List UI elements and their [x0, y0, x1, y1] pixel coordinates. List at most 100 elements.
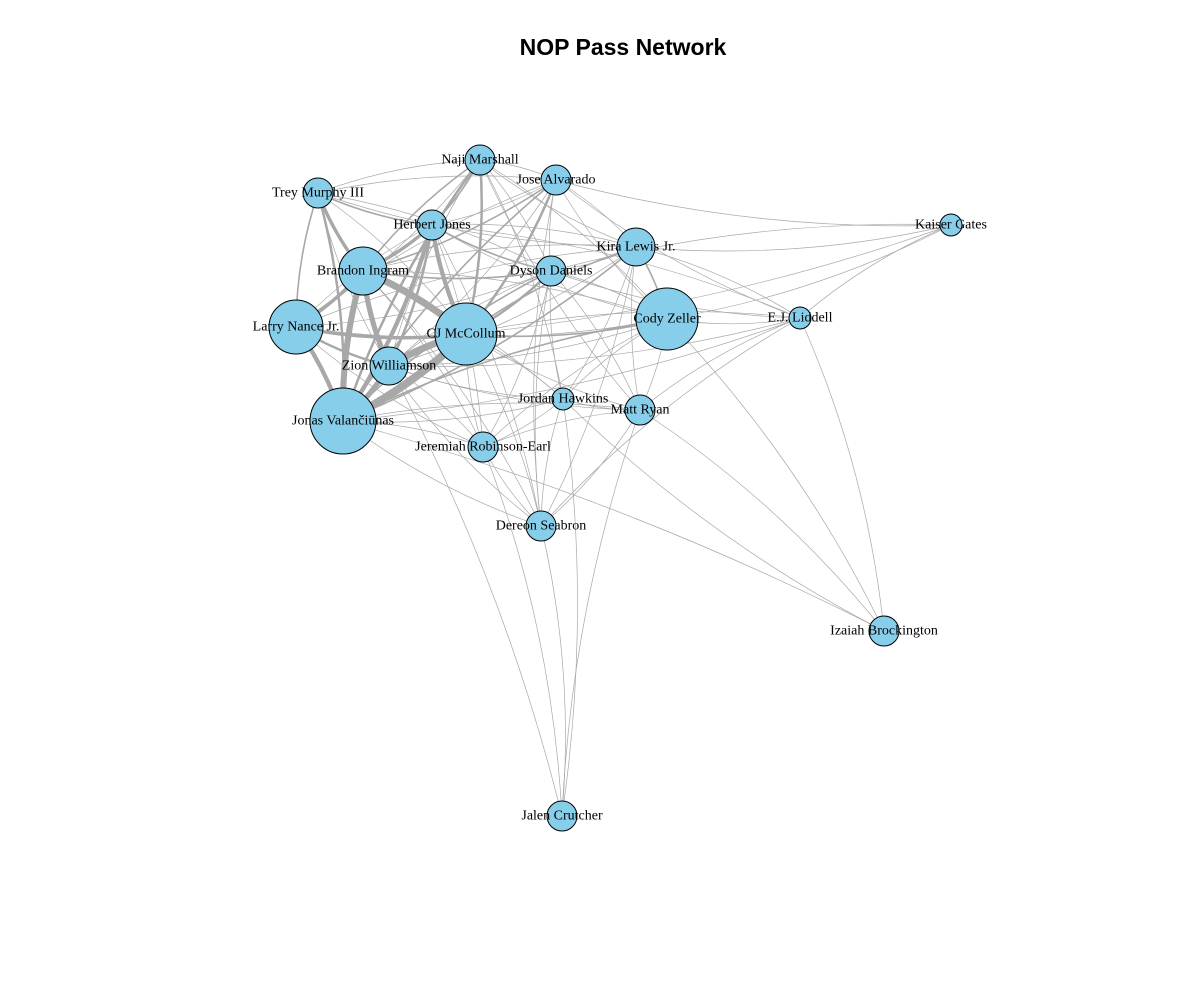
edge-cody-jeremiah — [482, 318, 668, 448]
edge-matt-dereon — [540, 409, 641, 527]
node-layer — [268, 144, 963, 832]
node-label-izaiah: Izaiah Brockington — [830, 624, 938, 639]
node-label-jonas: Jonas Valančiūnas — [292, 414, 394, 429]
node-label-larry: Larry Nance Jr. — [253, 320, 340, 335]
node-cj — [434, 302, 498, 366]
node-label-jordan: Jordan Hawkins — [518, 392, 609, 407]
edge-jordan-dereon — [540, 398, 564, 527]
edge-jose-larry — [295, 179, 557, 328]
node-label-jeremiah: Jeremiah Robinson-Earl — [415, 440, 551, 455]
edge-izaiah-ej — [799, 317, 885, 632]
chart-title: NOP Pass Network — [519, 34, 727, 60]
node-label-jose: Jose Alvarado — [517, 173, 596, 188]
edge-matt-zion — [388, 365, 641, 411]
edge-jeremiah-brandon — [362, 270, 484, 448]
node-dyson — [535, 255, 567, 287]
node-jeremiah — [467, 431, 499, 463]
edge-cody-zion — [388, 318, 668, 367]
edge-jose-zion — [388, 179, 557, 367]
edge-dyson-matt — [550, 270, 641, 411]
edge-matt-jalen — [561, 409, 641, 817]
edge-dyson-larry — [295, 270, 552, 328]
node-herb — [416, 209, 448, 241]
edge-izaiah-jordan — [562, 398, 885, 632]
edge-jonas-jose — [342, 179, 557, 422]
node-ej — [788, 306, 812, 330]
edge-jordan-naji — [479, 159, 564, 400]
edge-dereon-zion — [388, 365, 542, 527]
node-jose — [540, 164, 572, 196]
node-cody — [635, 287, 699, 351]
node-kaiser — [939, 213, 963, 237]
edge-cody-brandon — [362, 270, 668, 320]
node-label-zion: Zion Williamson — [342, 359, 436, 374]
node-jonas — [309, 387, 377, 455]
edge-dyson-jeremiah — [482, 270, 552, 448]
edge-jordan-jalen — [561, 398, 578, 817]
node-label-brandon: Brandon Ingram — [317, 264, 409, 279]
node-label-trey: Trey Murphy III — [272, 186, 364, 201]
edge-dereon-brandon — [362, 270, 542, 527]
edge-kira-brandon — [362, 244, 637, 272]
edge-naji-zion — [388, 159, 481, 367]
edge-kira-jordan — [562, 246, 637, 400]
node-izaiah — [868, 615, 900, 647]
edge-naji-jonas — [341, 158, 482, 423]
node-label-jalen: Jalen Crutcher — [521, 809, 603, 824]
node-naji — [464, 144, 496, 176]
node-label-herb: Herbert Jones — [393, 218, 470, 233]
edge-kira-kaiser — [635, 224, 952, 252]
edge-izaiah-jonas — [342, 420, 885, 632]
edge-naji-kira — [479, 159, 637, 248]
edge-matt-naji — [479, 159, 641, 411]
edge-ej-jonas — [342, 317, 801, 422]
node-kira — [616, 227, 656, 267]
edge-kaiser-jose — [555, 179, 952, 227]
edge-herb-kira — [431, 223, 637, 248]
label-layer: Naji Marshall Jose Alvarado Trey Murphy II… — [253, 153, 987, 824]
edge-kira-larry — [295, 246, 637, 328]
node-larry — [268, 299, 324, 355]
node-brandon — [338, 246, 388, 296]
edge-kaiser-dyson — [550, 223, 952, 272]
edge-naji-trey — [317, 159, 481, 194]
edge-dereon-kira — [540, 246, 637, 527]
edge-dereon-jose — [533, 179, 557, 527]
edge-dereon-herb — [431, 224, 542, 527]
edge-dereon-jalen — [540, 525, 566, 817]
node-matt — [624, 394, 656, 426]
edge-matt-izaiah — [639, 409, 885, 632]
edge-trey-kira — [317, 192, 637, 248]
node-label-cj: CJ McCollum — [427, 327, 506, 342]
node-trey — [302, 177, 334, 209]
edge-kira-zion — [388, 246, 637, 367]
node-label-dereon: Dereon Seabron — [496, 519, 587, 534]
node-label-cody: Cody Zeller — [633, 312, 701, 327]
node-label-ej: E.J. Liddell — [768, 311, 833, 326]
node-label-matt: Matt Ryan — [611, 403, 670, 418]
edge-kaiser-cj — [465, 224, 952, 335]
edge-kira-ej — [635, 246, 801, 319]
edge-matt-jonas — [342, 402, 641, 422]
node-dereon — [525, 510, 557, 542]
edge-matt-jeremiah — [482, 409, 641, 448]
node-label-kaiser: Kaiser Gates — [915, 218, 987, 233]
edge-jeremiah-jalen — [482, 446, 563, 817]
edge-zion-jalen — [388, 365, 563, 817]
edge-ej-jose — [555, 179, 801, 319]
node-jordan — [551, 387, 575, 411]
node-jalen — [546, 800, 578, 832]
edge-ej-cj — [465, 311, 801, 335]
edge-jose-trey — [317, 175, 557, 194]
node-zion — [369, 346, 409, 386]
edge-cody-izaiah — [666, 318, 885, 632]
edge-ej-matt — [639, 317, 801, 411]
node-label-kira: Kira Lewis Jr. — [597, 240, 676, 255]
edge-jose-brandon — [362, 179, 557, 272]
edge-naji-larry — [295, 159, 481, 328]
node-label-dyson: Dyson Daniels — [510, 264, 593, 279]
edge-cody-kaiser — [666, 224, 952, 320]
node-label-naji: Naji Marshall — [441, 153, 518, 168]
edge-ej-kaiser — [799, 224, 952, 319]
